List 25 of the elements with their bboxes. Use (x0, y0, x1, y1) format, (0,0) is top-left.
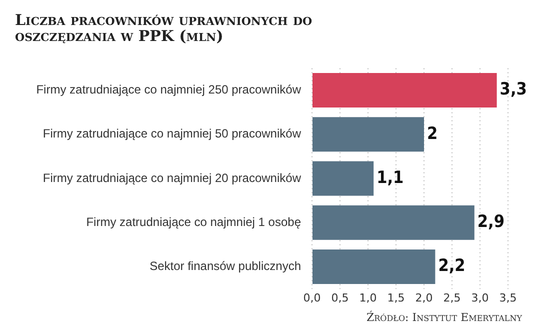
bar (312, 205, 474, 240)
bar (312, 73, 497, 108)
x-tick-label: 1,0 (359, 291, 377, 304)
y-tick-label: Firmy zatrudniające co najmniej 1 osobę (86, 214, 302, 229)
x-tick-label: 0,0 (303, 291, 321, 304)
text: Liczba pracowników uprawnionych do oszczędzania w PPK (mln) (15, 11, 314, 45)
y-tick-label: Firmy zatrudniające co najmniej 20 pracowników (42, 170, 302, 185)
bar (312, 117, 424, 152)
x-tick-label: 2,0 (415, 291, 433, 304)
bar (312, 250, 436, 284)
text: Źródło: Instytut Emerytalny (366, 311, 522, 324)
bar (312, 161, 374, 196)
x-tick-label: 1,5 (387, 291, 405, 304)
x-tick-label: 0,5 (331, 291, 349, 304)
x-tick-label: 3,0 (471, 291, 489, 304)
data-label: 2,9 (477, 212, 504, 232)
y-tick-label: Sektor finansów publicznych (150, 259, 301, 274)
x-tick-label: 3,5 (499, 291, 517, 304)
data-label: 1,1 (376, 168, 404, 188)
data-label: 2,2 (438, 256, 466, 276)
y-tick-label: Firmy zatrudniające co najmniej 250 pracowników (36, 82, 302, 97)
y-tick-label: Firmy zatrudniające co najmniej 50 pracowników (42, 126, 302, 141)
data-label: 2 (427, 124, 438, 144)
data-label: 3,3 (500, 80, 527, 100)
x-tick-label: 2,5 (443, 291, 461, 304)
